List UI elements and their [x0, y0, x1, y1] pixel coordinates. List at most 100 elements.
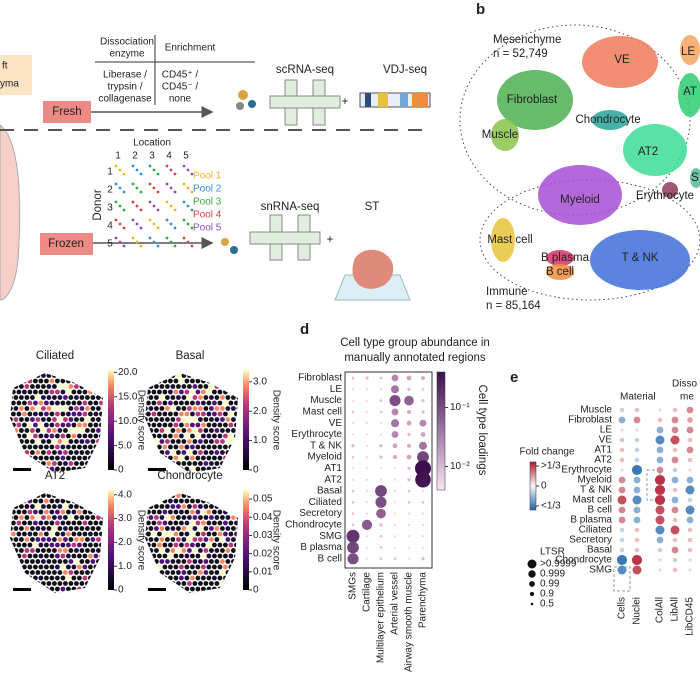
tissue-spot: [35, 559, 41, 564]
tissue-spot: [195, 400, 201, 406]
tissue-spot: [85, 592, 90, 593]
tissue-spot: [201, 488, 206, 493]
tissue-spot: [220, 570, 225, 575]
tissue-spot: [170, 504, 176, 509]
tissue-spot: [90, 450, 96, 455]
tissue-spot: [157, 389, 162, 395]
tissue-spot: [6, 368, 11, 373]
row-label: Secretory: [299, 508, 342, 519]
tissue-spot: [11, 411, 16, 417]
tissue-spot: [63, 417, 68, 422]
tissue-spot: [11, 422, 16, 428]
tissue-spot: [52, 493, 57, 498]
tissue-spot: [174, 488, 179, 493]
tissue-spot: [90, 406, 96, 411]
pool-dot: [122, 208, 126, 212]
tissue-spot: [90, 581, 96, 586]
tissue-spot: [88, 553, 93, 559]
tissue-spot: [148, 548, 154, 553]
tissue-spot: [206, 520, 212, 526]
tissue-spot: [10, 581, 13, 586]
tissue-spot: [146, 520, 151, 526]
fold-dot: [671, 496, 679, 504]
tissue-spot: [77, 444, 82, 450]
tissue-spot: [206, 553, 212, 559]
tissue-spot: [225, 592, 231, 593]
tissue-spot: [176, 526, 181, 531]
location-number: 5: [183, 151, 189, 162]
cluster-label: B plasma: [541, 252, 590, 264]
assay-label: ST: [365, 201, 380, 213]
tissue-spot: [77, 520, 82, 526]
tissue-spot: [196, 488, 201, 493]
tissue-spot: [39, 488, 44, 493]
assay-label: VDJ-seq: [383, 64, 427, 76]
tissue-spot: [27, 411, 33, 417]
lung-sketch: [0, 124, 21, 301]
row-label: Erythrocyte: [291, 429, 342, 440]
tissue-spot: [46, 559, 52, 564]
tissue-spot: [60, 542, 66, 548]
fold-dot: [655, 515, 665, 525]
tissue-spot: [28, 488, 33, 493]
tissue-spot: [11, 531, 16, 537]
loading-dot: [361, 519, 373, 531]
tissue-spot: [44, 400, 49, 406]
tissue-spot: [44, 422, 49, 428]
loading-dot: [422, 512, 424, 515]
tissue-spot: [10, 575, 11, 581]
tissue-spot: [236, 406, 238, 411]
pool-dot: [131, 236, 135, 240]
colorbar-tick-label: <1/3: [541, 501, 561, 512]
loading-dot: [394, 512, 396, 515]
tissue-spot: [173, 378, 179, 384]
loading-dot: [352, 478, 354, 481]
tissue-spot: [217, 586, 223, 592]
tissue-spot: [190, 455, 195, 461]
plus: +: [327, 234, 334, 246]
tissue-spot: [22, 564, 27, 570]
tissue-spot: [11, 553, 16, 559]
pool-dot: [190, 244, 194, 248]
tissue-spot: [99, 444, 103, 450]
tissue-spot: [206, 378, 212, 384]
tissue-spot: [168, 509, 173, 515]
tissue-spot: [236, 493, 238, 498]
tissue-spot: [85, 515, 90, 520]
st-slide: [334, 249, 411, 301]
pool-dot: [114, 236, 118, 240]
tissue-spot: [49, 553, 55, 559]
tissue-spot: [30, 450, 35, 455]
tissue-spot: [41, 417, 46, 422]
tissue-spot: [71, 531, 77, 537]
tissue-spot: [30, 559, 35, 564]
tissue-spot: [16, 520, 22, 526]
tissue-spot: [231, 570, 236, 575]
pool-dot: [131, 182, 135, 186]
tissue-spot: [88, 389, 93, 395]
loading-dot: [421, 557, 425, 561]
fold-dot: [657, 417, 663, 423]
tissue-spot: [71, 509, 77, 515]
tissue-spot: [195, 553, 201, 559]
loading-dot: [422, 523, 424, 526]
tissue-spot: [195, 466, 201, 472]
tissue-spot: [159, 439, 165, 444]
tissue-spot: [220, 493, 225, 498]
tissue-spot: [96, 526, 101, 531]
tissue-spot: [74, 406, 79, 411]
tissue-spot: [41, 493, 46, 498]
fold-dot: [654, 474, 666, 486]
tissue-spot: [141, 368, 146, 373]
tissue-spot: [19, 384, 24, 389]
tissue-spot: [201, 368, 206, 373]
tissue-spot: [49, 389, 55, 395]
tissue-spot: [218, 368, 223, 373]
tissue-spot: [101, 537, 103, 542]
enrichment: CD45⁻ /: [162, 82, 199, 93]
tissue-spot: [101, 417, 103, 422]
tissue-spot: [181, 570, 187, 575]
loading-dot: [351, 500, 355, 504]
tissue-spot: [16, 542, 22, 548]
loading-dot: [421, 398, 425, 403]
